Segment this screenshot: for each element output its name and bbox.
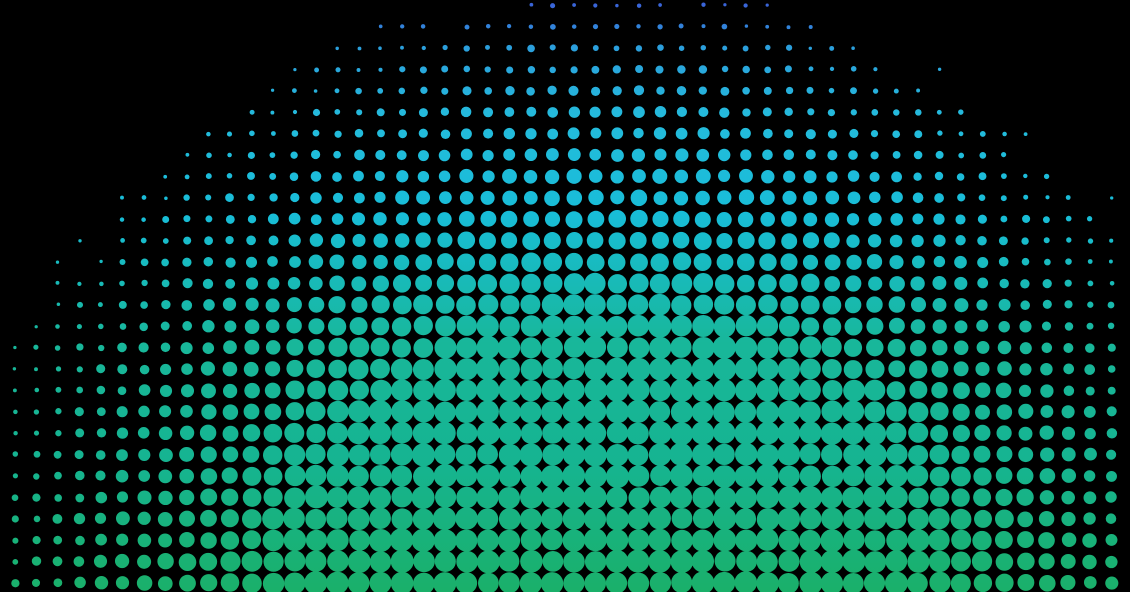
page-background [0,0,1130,592]
gradient-fill [0,0,1130,592]
halftone-dome-graphic [0,0,1130,592]
